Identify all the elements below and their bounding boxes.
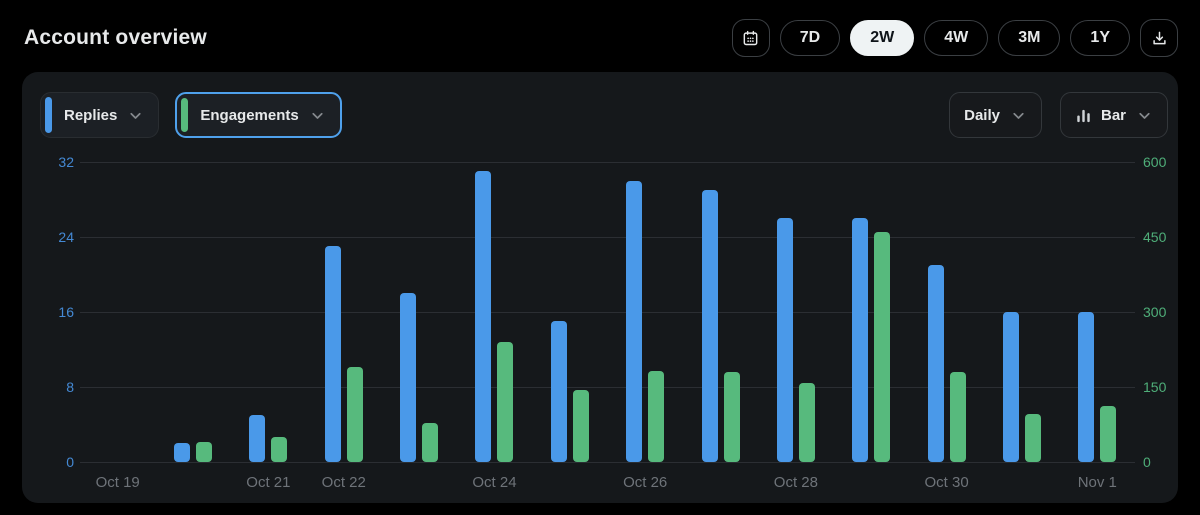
y-axis-label-right: 300 xyxy=(1143,304,1167,320)
y-axis-label-right: 600 xyxy=(1143,154,1167,170)
range-button-7d[interactable]: 7D xyxy=(779,20,841,56)
chart-type-dropdown[interactable]: Bar xyxy=(1059,92,1168,138)
y-axis-label-left: 8 xyxy=(66,379,74,395)
calendar-icon xyxy=(741,29,760,48)
bar-engagements[interactable] xyxy=(723,372,740,462)
chevron-down-icon xyxy=(127,107,144,124)
bar-replies[interactable] xyxy=(550,321,567,462)
bar-engagements[interactable] xyxy=(196,442,213,462)
engagements-accent-bar xyxy=(181,98,189,132)
bar-replies[interactable] xyxy=(1002,312,1019,462)
bar-engagements[interactable] xyxy=(422,423,439,462)
x-axis-label: Oct 19 xyxy=(95,474,140,491)
chevron-down-icon xyxy=(309,107,326,124)
header-controls: 7D 2W 4W 3M 1Y xyxy=(731,19,1178,57)
x-axis-label: Oct 26 xyxy=(623,474,668,491)
display-selectors: Daily Bar xyxy=(949,92,1168,138)
bar-engagements[interactable] xyxy=(1024,413,1041,462)
y-axis-label-left: 32 xyxy=(58,154,74,170)
grid-line xyxy=(80,237,1135,238)
bar-engagements[interactable] xyxy=(1100,405,1117,462)
bar-replies[interactable] xyxy=(852,218,869,462)
y-axis-label-left: 24 xyxy=(58,229,74,245)
x-axis-label: Oct 28 xyxy=(773,474,818,491)
range-button-4w[interactable]: 4W xyxy=(924,20,989,56)
x-axis-label: Oct 22 xyxy=(321,474,366,491)
bar-replies[interactable] xyxy=(1078,312,1095,462)
y-axis-label-left: 16 xyxy=(58,304,74,320)
x-axis-label: Nov 1 xyxy=(1077,474,1117,491)
chart-type-label: Bar xyxy=(1100,106,1126,124)
bar-chart: 0 8 16 24 32 0 150 300 450 600 Oct 19 Oct 21 Oct 22 O… xyxy=(22,72,1178,503)
engagements-metric-dropdown[interactable]: Engagements xyxy=(175,92,342,138)
replies-accent-bar xyxy=(45,97,52,133)
bar-engagements[interactable] xyxy=(874,232,891,462)
chevron-down-icon xyxy=(1010,107,1027,124)
range-button-2w[interactable]: 2W xyxy=(850,20,915,56)
interval-label: Daily xyxy=(964,106,1000,124)
bar-engagements[interactable] xyxy=(949,372,966,462)
replies-metric-dropdown[interactable]: Replies xyxy=(40,92,160,138)
bar-chart-icon xyxy=(1075,107,1092,124)
page-header: Account overview 7D 2W 4W 3M 1Y xyxy=(0,0,1200,62)
y-axis-label-right: 450 xyxy=(1143,229,1167,245)
grid-line xyxy=(80,462,1135,463)
chart-controls: Replies Engagements Daily xyxy=(22,72,1178,138)
bar-engagements[interactable] xyxy=(497,342,514,462)
metric-selectors: Replies Engagements xyxy=(40,92,342,138)
bar-engagements[interactable] xyxy=(572,389,589,462)
bar-engagements[interactable] xyxy=(346,367,363,462)
bar-replies[interactable] xyxy=(927,265,944,462)
bar-engagements[interactable] xyxy=(648,370,665,462)
bar-engagements[interactable] xyxy=(798,383,815,462)
x-axis-label: Oct 21 xyxy=(246,474,291,491)
interval-dropdown[interactable]: Daily xyxy=(949,92,1042,138)
bar-engagements[interactable] xyxy=(271,437,288,462)
bar-replies[interactable] xyxy=(626,180,643,462)
chart-card: Replies Engagements Daily xyxy=(22,72,1178,503)
x-axis-label: Oct 24 xyxy=(472,474,517,491)
date-range-group: 7D 2W 4W 3M 1Y xyxy=(779,20,1130,56)
bar-replies[interactable] xyxy=(249,415,266,462)
page-title: Account overview xyxy=(24,26,207,49)
calendar-button[interactable] xyxy=(731,19,770,57)
bar-replies[interactable] xyxy=(475,171,492,462)
bar-replies[interactable] xyxy=(324,246,341,462)
bar-replies[interactable] xyxy=(174,443,191,462)
download-button[interactable] xyxy=(1140,19,1178,57)
bar-replies[interactable] xyxy=(400,293,417,462)
x-axis-label: Oct 30 xyxy=(924,474,969,491)
engagements-metric-label: Engagements xyxy=(200,106,299,124)
bar-replies[interactable] xyxy=(701,190,718,462)
bar-replies[interactable] xyxy=(776,218,793,462)
y-axis-label-right: 150 xyxy=(1143,379,1167,395)
grid-line xyxy=(80,387,1135,388)
y-axis-label-right: 0 xyxy=(1143,454,1151,470)
range-button-3m[interactable]: 3M xyxy=(998,20,1061,56)
download-icon xyxy=(1150,29,1169,48)
grid-line xyxy=(80,312,1135,313)
replies-metric-label: Replies xyxy=(64,106,118,124)
grid-line xyxy=(80,162,1135,163)
range-button-1y[interactable]: 1Y xyxy=(1070,20,1130,56)
chevron-down-icon xyxy=(1136,107,1153,124)
y-axis-label-left: 0 xyxy=(66,454,74,470)
